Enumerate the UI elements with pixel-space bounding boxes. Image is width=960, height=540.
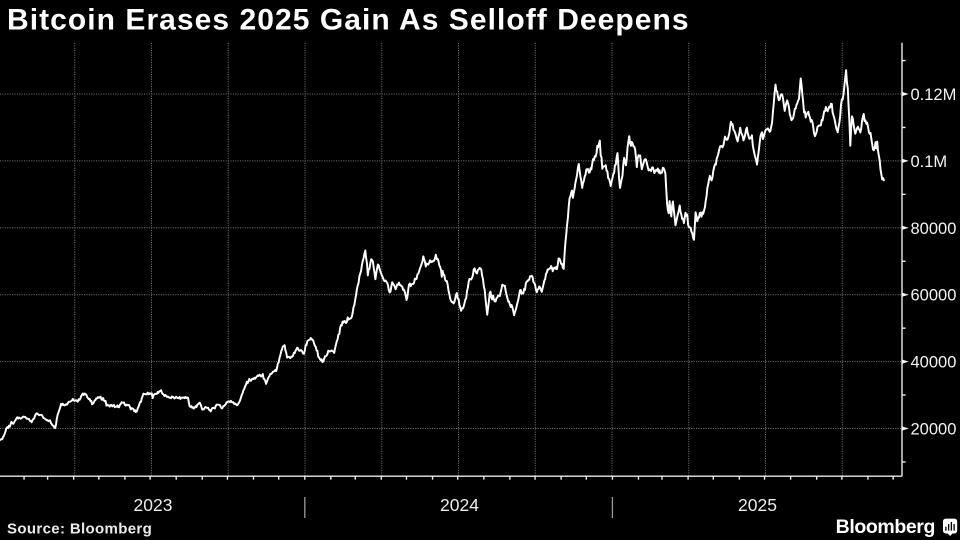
svg-text:2023: 2023 bbox=[134, 495, 173, 515]
svg-text:Source: Bloomberg: Source: Bloomberg bbox=[7, 521, 152, 538]
svg-text:Bloomberg: Bloomberg bbox=[836, 516, 935, 538]
svg-text:60000: 60000 bbox=[911, 287, 957, 305]
svg-text:0.12M: 0.12M bbox=[911, 86, 957, 104]
svg-text:0.1M: 0.1M bbox=[911, 153, 948, 171]
svg-text:80000: 80000 bbox=[911, 220, 957, 238]
svg-text:2025: 2025 bbox=[738, 495, 777, 515]
svg-text:40000: 40000 bbox=[911, 354, 957, 372]
svg-text:Bitcoin Erases 2025 Gain As Se: Bitcoin Erases 2025 Gain As Selloff Deep… bbox=[7, 4, 690, 37]
svg-text:20000: 20000 bbox=[911, 421, 957, 439]
svg-text:2024: 2024 bbox=[440, 495, 479, 515]
